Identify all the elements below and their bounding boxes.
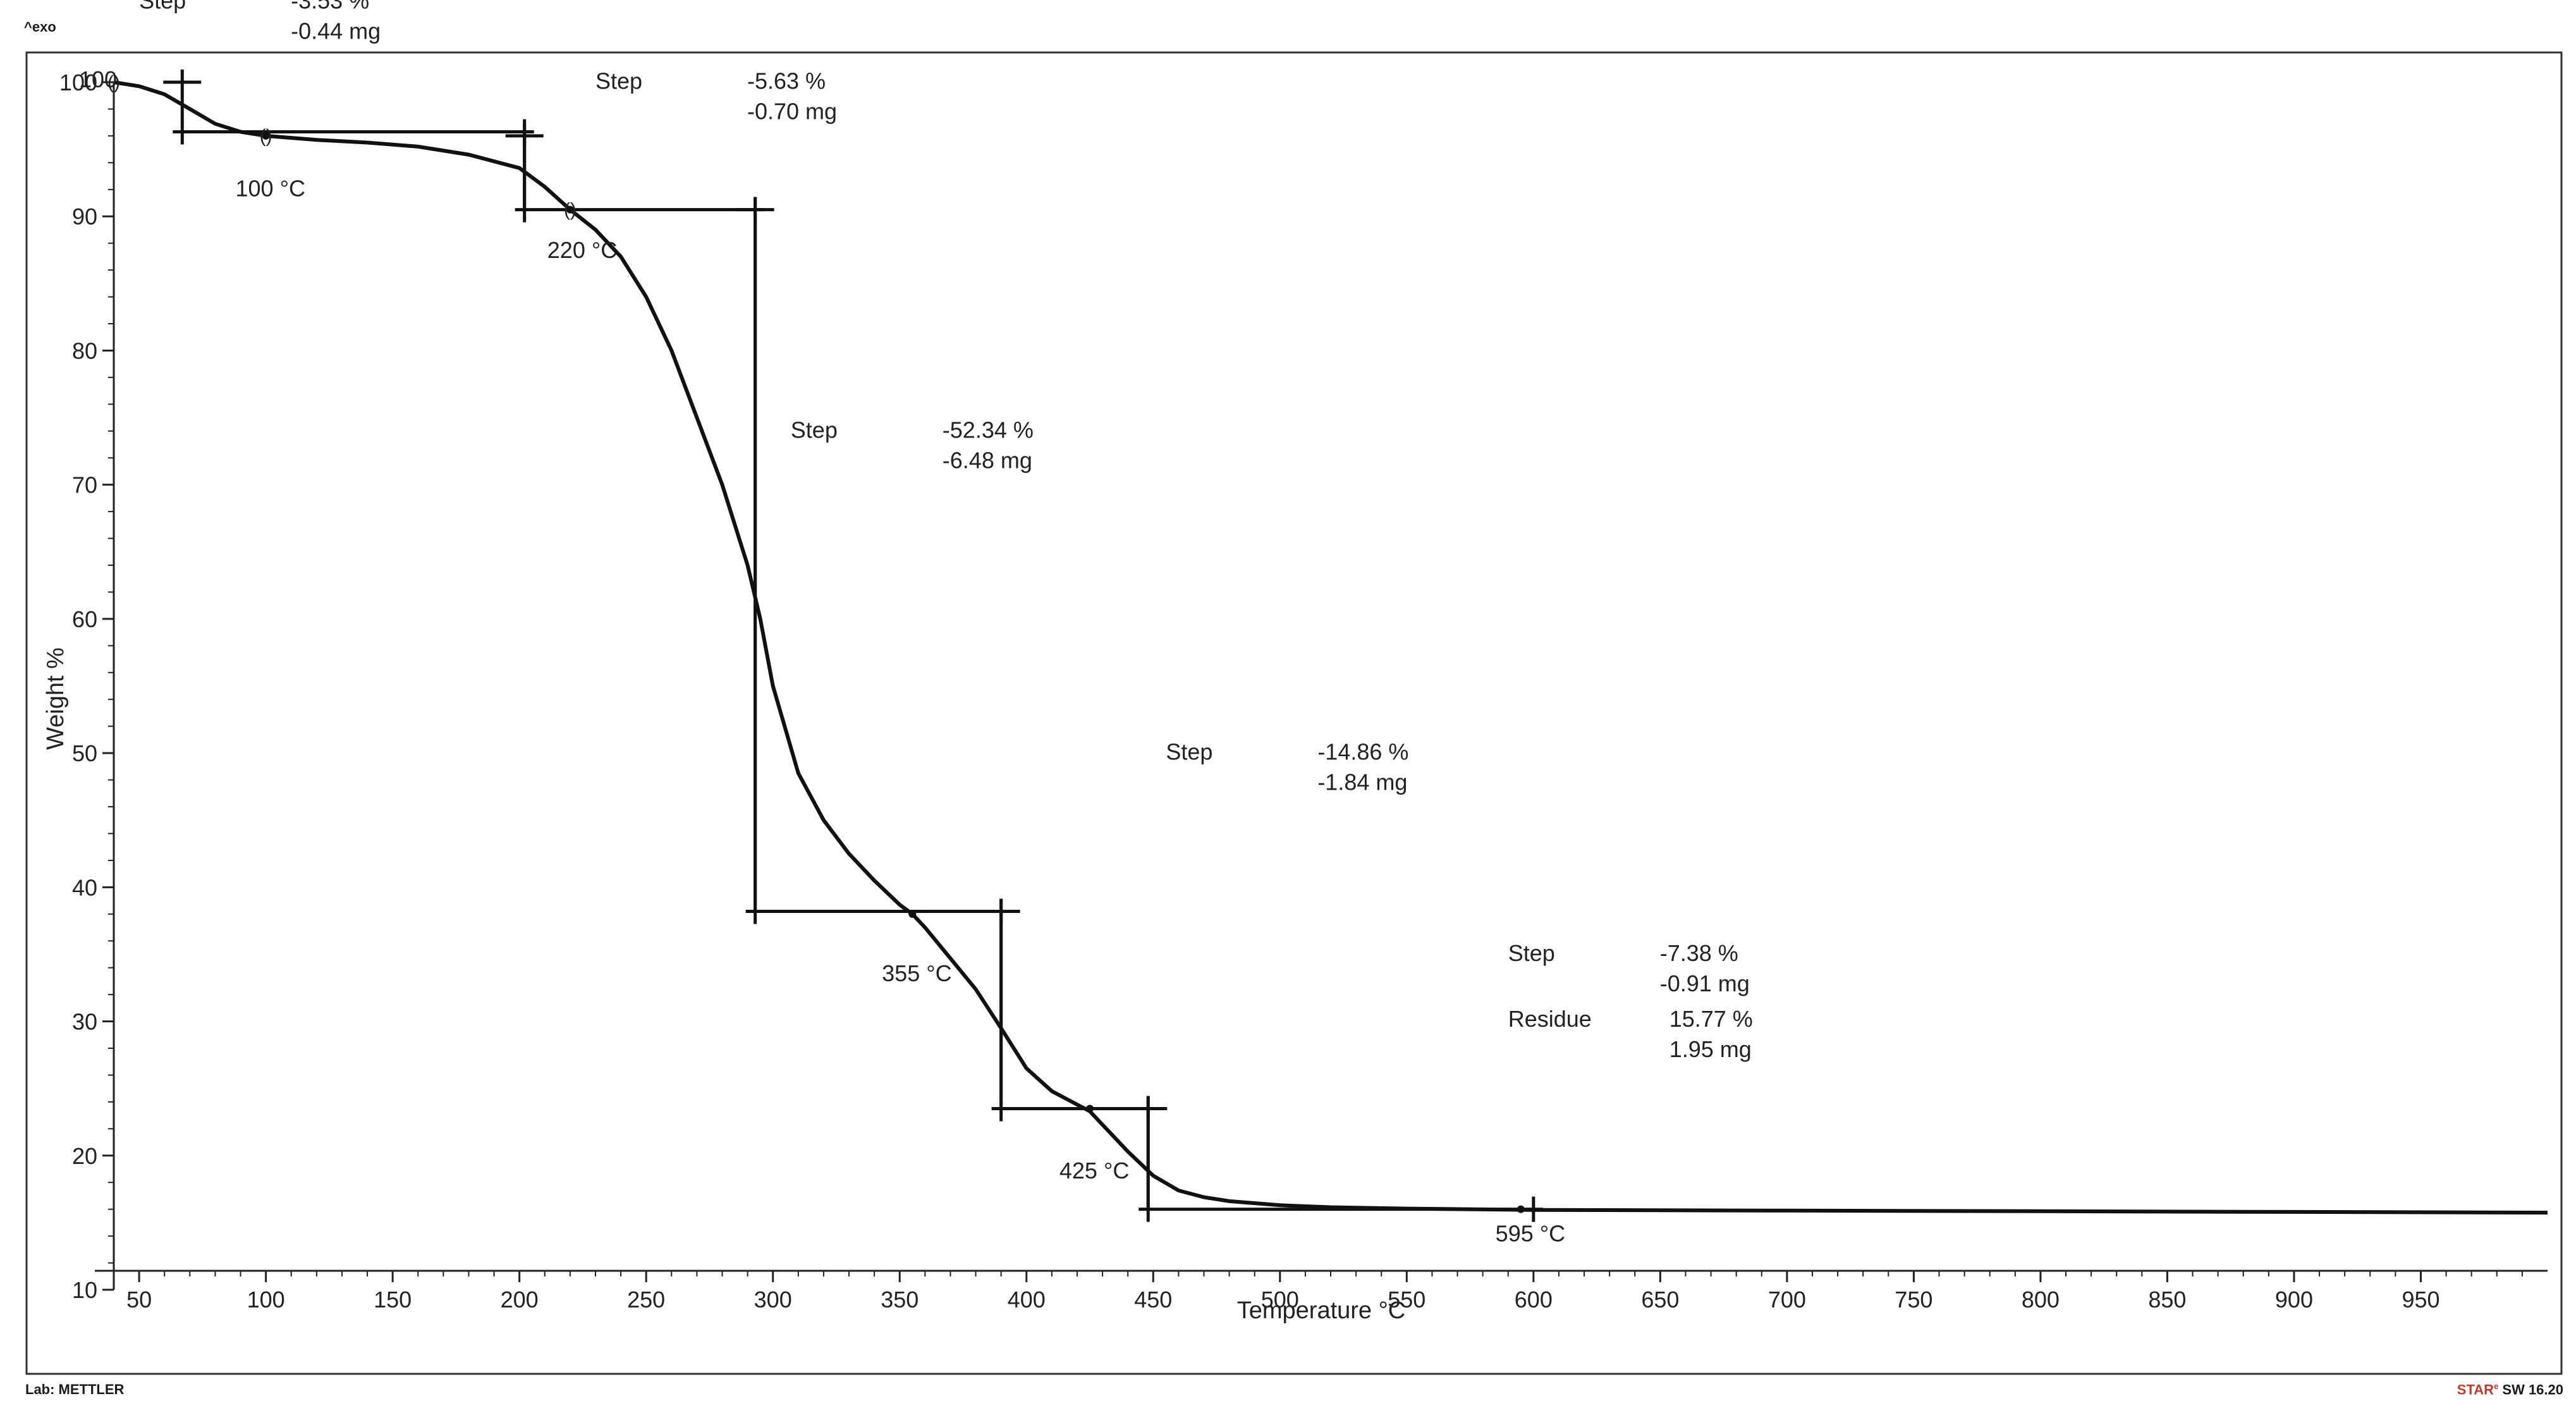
x-tick-label: 200: [501, 1287, 539, 1313]
plot-frame: [25, 51, 2563, 1375]
y-tick-label: 10: [72, 1277, 97, 1303]
y-tick-label: 20: [72, 1143, 97, 1169]
software-version: STARe SW 16.20: [2457, 1381, 2563, 1398]
temperature-point: [1517, 1205, 1525, 1213]
step-mass: -0.70 mg: [747, 99, 837, 125]
step-label: Step: [791, 417, 838, 443]
temperature-point: [908, 910, 917, 918]
step-markers: [163, 70, 1543, 1222]
chart-axes: [95, 82, 2548, 1290]
software-brand: STAR: [2457, 1381, 2494, 1398]
integration-limit-marker: (): [564, 200, 577, 221]
y-tick-label: 100: [59, 70, 97, 95]
step-label: Step: [139, 0, 186, 13]
onset-label: 100: [79, 66, 117, 92]
y-tick-label: 60: [72, 606, 97, 632]
x-tick-label: 750: [1895, 1287, 1932, 1313]
x-axis-label: Temperature °C: [1237, 1297, 1406, 1324]
x-tick-label: 500: [1261, 1287, 1299, 1313]
temperature-point: [262, 132, 270, 140]
axis-ticks: 10 20 30 40 50 60 70 80 90 100 50 100 150 200 250 300 35…: [59, 70, 2523, 1313]
residue-percent: 15.77 %: [1670, 1006, 1753, 1032]
x-tick-label: 850: [2148, 1287, 2186, 1313]
y-tick-label: 70: [72, 472, 97, 498]
temperature-label: 100 °C: [236, 175, 305, 201]
x-tick-label: 150: [374, 1287, 412, 1313]
software-version-number: SW 16.20: [2502, 1381, 2563, 1398]
step-mass: -6.48 mg: [943, 447, 1032, 473]
temperature-label: 595 °C: [1496, 1221, 1565, 1247]
residue-label: Residue: [1508, 1006, 1592, 1032]
step-percent: -7.38 %: [1660, 940, 1738, 966]
x-tick-label: 700: [1768, 1287, 1806, 1313]
x-tick-label: 100: [247, 1287, 285, 1313]
temperature-label: 355 °C: [882, 960, 951, 986]
exo-direction-label: ^exo: [24, 19, 56, 35]
y-tick-label: 40: [72, 874, 97, 900]
y-tick-label: 30: [72, 1009, 97, 1035]
weight-curve: [113, 80, 2548, 1215]
temperature-point: [1086, 1105, 1094, 1113]
y-tick-label: 90: [72, 204, 97, 230]
temperature-label: 425 °C: [1059, 1158, 1129, 1184]
step-percent: -52.34 %: [943, 417, 1034, 443]
step-annotations: Step -3.53 % -0.44 mg Step -5.63 % -0.70 mg St…: [139, 0, 1753, 1062]
step-percent: -3.53 %: [291, 0, 369, 13]
integration-limit-marker: (): [107, 72, 120, 93]
residue-mass: 1.95 mg: [1670, 1036, 1752, 1062]
y-tick-label: 80: [72, 338, 97, 364]
step-percent: -14.86 %: [1317, 739, 1408, 765]
x-tick-label: 550: [1388, 1287, 1425, 1313]
temperature-label: 220 °C: [547, 237, 617, 263]
x-tick-label: 250: [627, 1287, 665, 1313]
lab-label: Lab: METTLER: [25, 1381, 125, 1397]
x-tick-label: 600: [1515, 1287, 1553, 1313]
x-tick-label: 400: [1008, 1287, 1046, 1313]
x-tick-label: 650: [1641, 1287, 1679, 1313]
x-tick-label: 350: [881, 1287, 919, 1313]
x-tick-label: 950: [2402, 1287, 2439, 1313]
step-percent: -5.63 %: [747, 68, 826, 94]
step-mass: -0.44 mg: [291, 18, 381, 44]
y-tick-label: 50: [72, 740, 97, 766]
step-mass: -0.91 mg: [1660, 970, 1750, 996]
x-tick-label: 300: [754, 1287, 792, 1313]
temperature-point: [566, 205, 574, 214]
y-axis-label: Weight %: [42, 647, 69, 750]
x-tick-label: 50: [126, 1287, 152, 1313]
step-mass: -1.84 mg: [1317, 769, 1407, 795]
step-label: Step: [1508, 940, 1555, 966]
step-label: Step: [595, 68, 642, 94]
x-tick-label: 900: [2275, 1287, 2313, 1313]
x-tick-label: 450: [1134, 1287, 1172, 1313]
step-label: Step: [1166, 739, 1212, 765]
x-tick-label: 800: [2022, 1287, 2060, 1313]
integration-limit-marker: (): [260, 126, 272, 147]
